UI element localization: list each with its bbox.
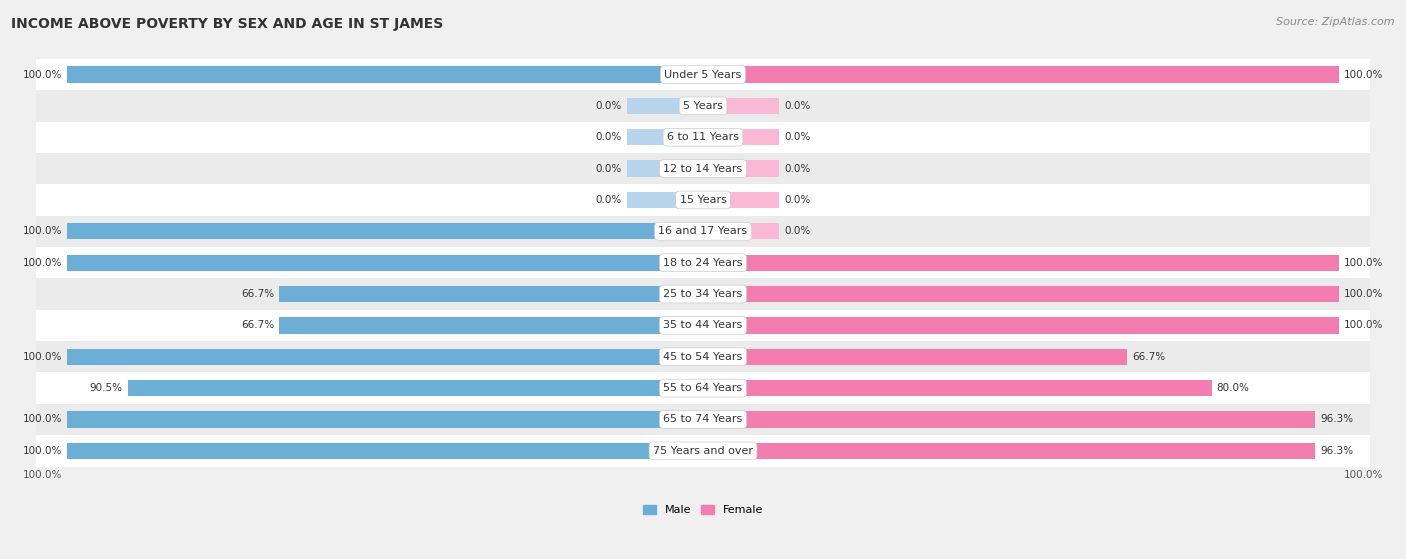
Text: 15 Years: 15 Years [679,195,727,205]
Bar [67,254,703,271]
Bar [703,254,1339,271]
Text: 66.7%: 66.7% [1132,352,1166,362]
Text: 90.5%: 90.5% [90,383,122,393]
Text: 0.0%: 0.0% [595,132,621,142]
Bar [627,98,703,114]
Text: 25 to 34 Years: 25 to 34 Years [664,289,742,299]
Text: Source: ZipAtlas.com: Source: ZipAtlas.com [1277,17,1395,27]
Text: Under 5 Years: Under 5 Years [665,69,741,79]
Text: 66.7%: 66.7% [240,320,274,330]
Bar [67,443,703,459]
Text: 5 Years: 5 Years [683,101,723,111]
Bar [703,349,1128,365]
Text: 12 to 14 Years: 12 to 14 Years [664,164,742,174]
Bar [35,310,1371,341]
Text: 100.0%: 100.0% [22,258,62,268]
Text: 0.0%: 0.0% [785,101,811,111]
Bar [278,318,703,334]
Text: 6 to 11 Years: 6 to 11 Years [666,132,740,142]
Text: 100.0%: 100.0% [22,414,62,424]
Bar [35,278,1371,310]
Text: 16 and 17 Years: 16 and 17 Years [658,226,748,236]
Text: 80.0%: 80.0% [1216,383,1250,393]
Bar [67,349,703,365]
Bar [35,247,1371,278]
Bar [35,404,1371,435]
Text: 0.0%: 0.0% [595,101,621,111]
Text: 100.0%: 100.0% [1344,470,1384,480]
Bar [703,411,1315,428]
Text: 0.0%: 0.0% [595,195,621,205]
Text: 100.0%: 100.0% [22,352,62,362]
Bar [67,223,703,239]
Bar [35,435,1371,467]
Bar [35,121,1371,153]
Bar [703,443,1315,459]
Text: 100.0%: 100.0% [1344,289,1384,299]
Bar [35,90,1371,121]
Bar [703,192,779,208]
Text: 96.3%: 96.3% [1320,446,1354,456]
Bar [703,380,1212,396]
Text: 65 to 74 Years: 65 to 74 Years [664,414,742,424]
Bar [67,411,703,428]
Bar [703,160,779,177]
Bar [627,129,703,145]
Text: 100.0%: 100.0% [1344,320,1384,330]
Bar [35,59,1371,90]
Text: INCOME ABOVE POVERTY BY SEX AND AGE IN ST JAMES: INCOME ABOVE POVERTY BY SEX AND AGE IN S… [11,17,443,31]
Text: 100.0%: 100.0% [22,69,62,79]
Text: 75 Years and over: 75 Years and over [652,446,754,456]
Bar [703,318,1339,334]
Text: 0.0%: 0.0% [785,164,811,174]
Text: 100.0%: 100.0% [22,470,62,480]
Text: 100.0%: 100.0% [22,226,62,236]
Bar [703,223,779,239]
Bar [35,184,1371,216]
Legend: Male, Female: Male, Female [638,500,768,520]
Bar [627,192,703,208]
Text: 66.7%: 66.7% [240,289,274,299]
Bar [278,286,703,302]
Bar [627,160,703,177]
Text: 100.0%: 100.0% [22,446,62,456]
Text: 18 to 24 Years: 18 to 24 Years [664,258,742,268]
Text: 45 to 54 Years: 45 to 54 Years [664,352,742,362]
Bar [35,216,1371,247]
Text: 35 to 44 Years: 35 to 44 Years [664,320,742,330]
Bar [703,286,1339,302]
Text: 55 to 64 Years: 55 to 64 Years [664,383,742,393]
Text: 100.0%: 100.0% [1344,258,1384,268]
Bar [35,372,1371,404]
Text: 0.0%: 0.0% [595,164,621,174]
Bar [128,380,703,396]
Bar [67,67,703,83]
Bar [703,98,779,114]
Text: 0.0%: 0.0% [785,195,811,205]
Bar [35,341,1371,372]
Bar [703,67,1339,83]
Text: 100.0%: 100.0% [1344,69,1384,79]
Bar [703,129,779,145]
Text: 0.0%: 0.0% [785,226,811,236]
Text: 0.0%: 0.0% [785,132,811,142]
Text: 96.3%: 96.3% [1320,414,1354,424]
Bar [35,153,1371,184]
